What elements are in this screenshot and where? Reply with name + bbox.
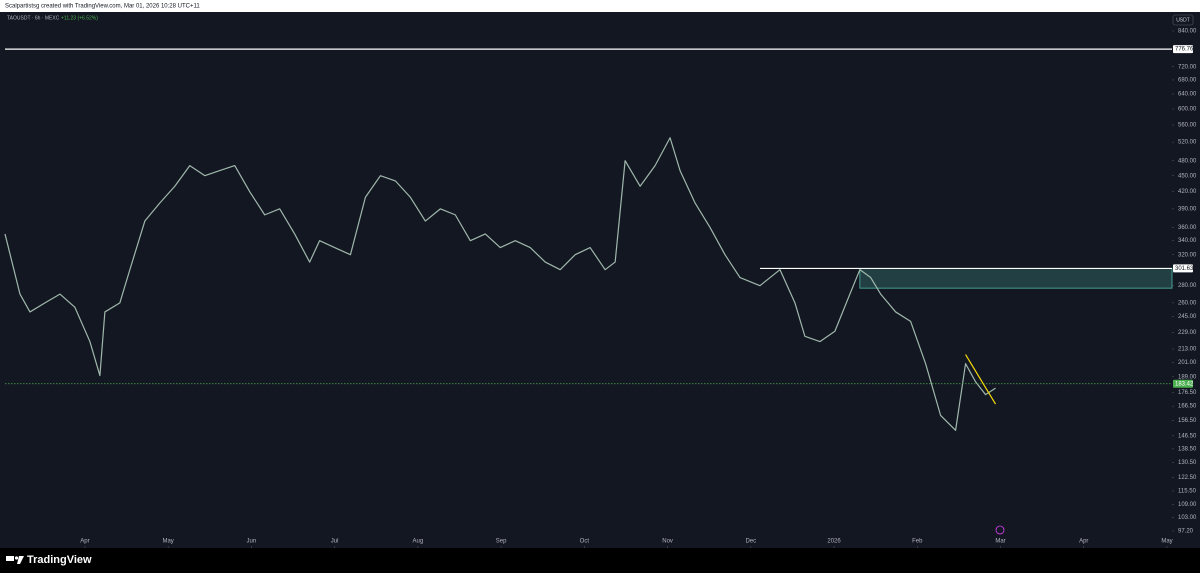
price-level-label: 301.63 bbox=[1175, 266, 1194, 272]
currency-box bbox=[1172, 14, 1194, 26]
y-tick-label: 245.00 bbox=[1178, 314, 1197, 320]
x-tick-label: May bbox=[1161, 539, 1172, 545]
y-tick-label: 420.00 bbox=[1178, 189, 1197, 195]
plot-background bbox=[0, 12, 1200, 548]
y-tick-label: 340.00 bbox=[1178, 238, 1197, 244]
x-tick-label: Aug bbox=[413, 539, 424, 545]
y-tick-label: 390.00 bbox=[1178, 206, 1197, 212]
y-tick-label: 130.50 bbox=[1178, 460, 1197, 466]
header-text: Scalpartistsg created with TradingView.c… bbox=[5, 4, 200, 10]
y-tick-label: 109.00 bbox=[1178, 502, 1197, 508]
y-tick-label: 229.00 bbox=[1178, 330, 1197, 336]
y-tick-label: 176.50 bbox=[1178, 390, 1197, 396]
price-line bbox=[4, 137, 996, 431]
y-tick-label: 156.50 bbox=[1178, 418, 1197, 424]
y-tick-label: 166.50 bbox=[1178, 404, 1197, 410]
x-tick-label: Feb bbox=[912, 539, 923, 545]
x-tick-label: Apr bbox=[80, 539, 89, 545]
header-bar bbox=[0, 0, 1200, 12]
x-tick-label: Jul bbox=[331, 539, 339, 545]
y-tick-label: 320.00 bbox=[1178, 252, 1197, 258]
zone bbox=[859, 268, 1173, 289]
x-tick-label: Dec bbox=[745, 539, 756, 545]
x-tick-label: Mar bbox=[995, 539, 1005, 545]
x-tick-label: Sep bbox=[496, 539, 507, 545]
currency-label: USDT bbox=[1176, 17, 1190, 23]
price-change: +11.23 (+6.52%) bbox=[61, 15, 98, 21]
y-tick-label: 450.00 bbox=[1178, 173, 1197, 179]
price-level-box bbox=[1173, 379, 1193, 388]
y-tick-label: 146.50 bbox=[1178, 433, 1197, 439]
y-tick-label: 720.00 bbox=[1178, 64, 1197, 70]
symbol-info: TAOUSDT · 6h · MEXC bbox=[7, 15, 60, 21]
y-tick-label: 480.00 bbox=[1178, 158, 1197, 164]
footer-bar bbox=[0, 548, 1200, 573]
y-tick-label: 122.50 bbox=[1178, 475, 1197, 481]
price-level-label: 776.76 bbox=[1175, 47, 1194, 53]
y-tick-label: 640.00 bbox=[1178, 92, 1197, 98]
x-tick-label: Oct bbox=[580, 539, 590, 545]
brand-name: TradingView bbox=[27, 554, 92, 566]
y-tick-label: 600.00 bbox=[1178, 107, 1197, 113]
y-tick-label: 201.00 bbox=[1178, 360, 1197, 366]
y-tick-label: 680.00 bbox=[1178, 78, 1197, 84]
x-tick-label: Jun bbox=[247, 539, 257, 545]
brand-logo bbox=[6, 556, 24, 564]
x-tick-label: Nov bbox=[662, 539, 673, 545]
price-level-box bbox=[1173, 264, 1193, 273]
y-tick-label: 260.00 bbox=[1178, 300, 1197, 306]
y-tick-label: 213.00 bbox=[1178, 347, 1197, 353]
y-tick-label: 138.50 bbox=[1178, 446, 1197, 452]
y-tick-label: 360.00 bbox=[1178, 225, 1197, 231]
trendline bbox=[965, 354, 997, 405]
price-level-box bbox=[1173, 45, 1193, 54]
y-tick-label: 520.00 bbox=[1178, 140, 1197, 146]
y-tick-label: 189.00 bbox=[1178, 374, 1197, 380]
x-tick-label: Apr bbox=[1079, 539, 1088, 545]
y-tick-label: 280.00 bbox=[1178, 283, 1197, 289]
y-tick-label: 840.00 bbox=[1178, 29, 1197, 35]
x-tick-label: 2026 bbox=[827, 539, 841, 545]
event-icon bbox=[995, 525, 1005, 535]
x-tick-label: May bbox=[162, 539, 173, 545]
y-tick-label: 103.00 bbox=[1178, 515, 1197, 521]
y-tick-label: 97.20 bbox=[1178, 529, 1194, 535]
y-tick-label: 115.50 bbox=[1178, 489, 1197, 495]
y-tick-label: 560.00 bbox=[1178, 123, 1197, 129]
price-level-label: 183.42 bbox=[1175, 381, 1194, 387]
